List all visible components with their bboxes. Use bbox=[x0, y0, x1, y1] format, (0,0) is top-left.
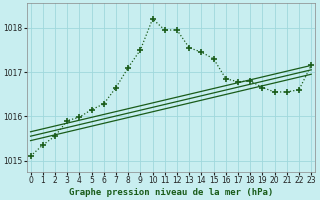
X-axis label: Graphe pression niveau de la mer (hPa): Graphe pression niveau de la mer (hPa) bbox=[69, 188, 273, 197]
